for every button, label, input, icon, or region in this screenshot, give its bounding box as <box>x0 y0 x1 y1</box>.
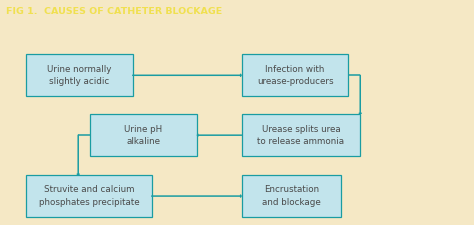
Text: Urine normally
slightly acidic: Urine normally slightly acidic <box>47 65 111 86</box>
FancyBboxPatch shape <box>90 114 197 156</box>
Text: Struvite and calcium
phosphates precipitate: Struvite and calcium phosphates precipit… <box>38 185 139 207</box>
FancyBboxPatch shape <box>242 114 360 156</box>
Text: Urine pH
alkaline: Urine pH alkaline <box>124 125 163 146</box>
Text: Encrustation
and blockage: Encrustation and blockage <box>262 185 321 207</box>
FancyBboxPatch shape <box>242 54 348 96</box>
Text: Urease splits urea
to release ammonia: Urease splits urea to release ammonia <box>257 125 345 146</box>
Text: Infection with
urease-producers: Infection with urease-producers <box>257 65 333 86</box>
FancyBboxPatch shape <box>26 54 133 96</box>
FancyBboxPatch shape <box>26 175 152 217</box>
Text: FIG 1.  CAUSES OF CATHETER BLOCKAGE: FIG 1. CAUSES OF CATHETER BLOCKAGE <box>6 7 222 16</box>
FancyBboxPatch shape <box>242 175 341 217</box>
